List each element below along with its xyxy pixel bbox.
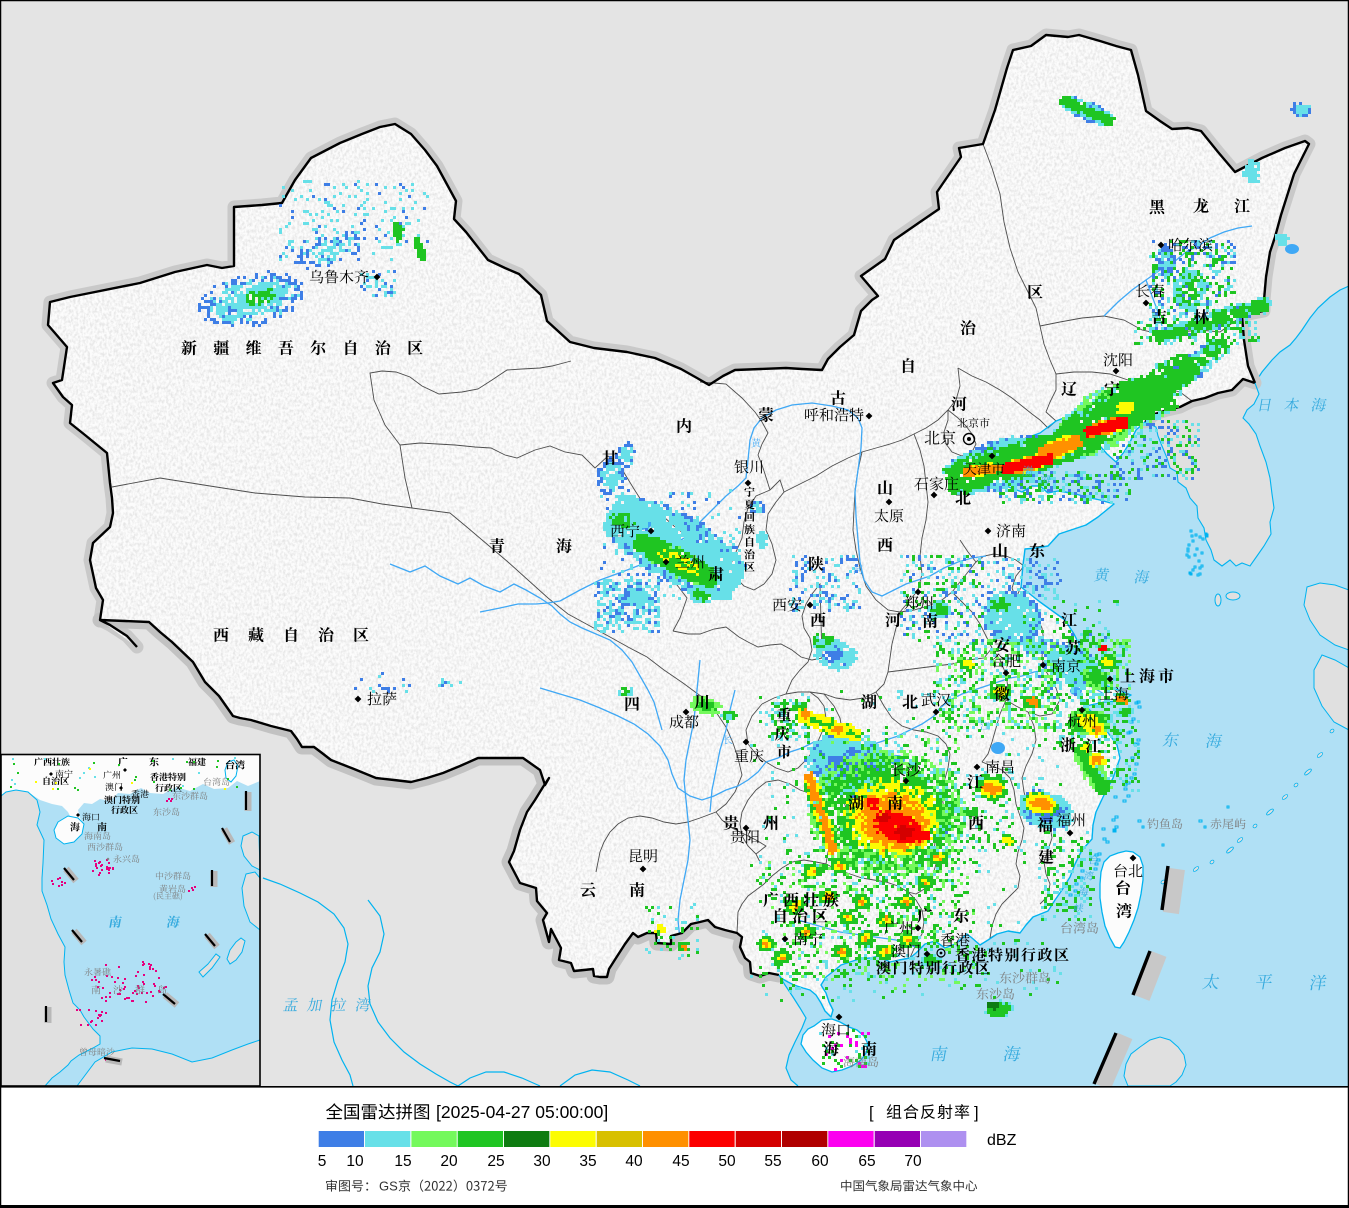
svg-text:55: 55 bbox=[764, 1153, 781, 1170]
svg-text:65: 65 bbox=[858, 1153, 875, 1170]
svg-text:]: ] bbox=[974, 1104, 979, 1122]
svg-text:10: 10 bbox=[346, 1153, 364, 1170]
svg-text:70: 70 bbox=[904, 1153, 922, 1170]
svg-text:15: 15 bbox=[394, 1153, 411, 1170]
svg-text:45: 45 bbox=[672, 1153, 689, 1170]
svg-text:30: 30 bbox=[533, 1153, 551, 1170]
svg-text:GS: GS bbox=[379, 1179, 398, 1194]
svg-text:25: 25 bbox=[487, 1153, 504, 1170]
svg-text:[: [ bbox=[869, 1104, 874, 1122]
svg-text:20: 20 bbox=[440, 1153, 458, 1170]
svg-text:5: 5 bbox=[318, 1153, 327, 1170]
svg-text:50: 50 bbox=[718, 1153, 736, 1170]
svg-text:60: 60 bbox=[811, 1153, 829, 1170]
svg-text:35: 35 bbox=[579, 1153, 596, 1170]
svg-text:[2025-04-27 05:00:00]: [2025-04-27 05:00:00] bbox=[436, 1102, 608, 1122]
svg-text:dBZ: dBZ bbox=[987, 1132, 1017, 1149]
svg-text:40: 40 bbox=[625, 1153, 643, 1170]
